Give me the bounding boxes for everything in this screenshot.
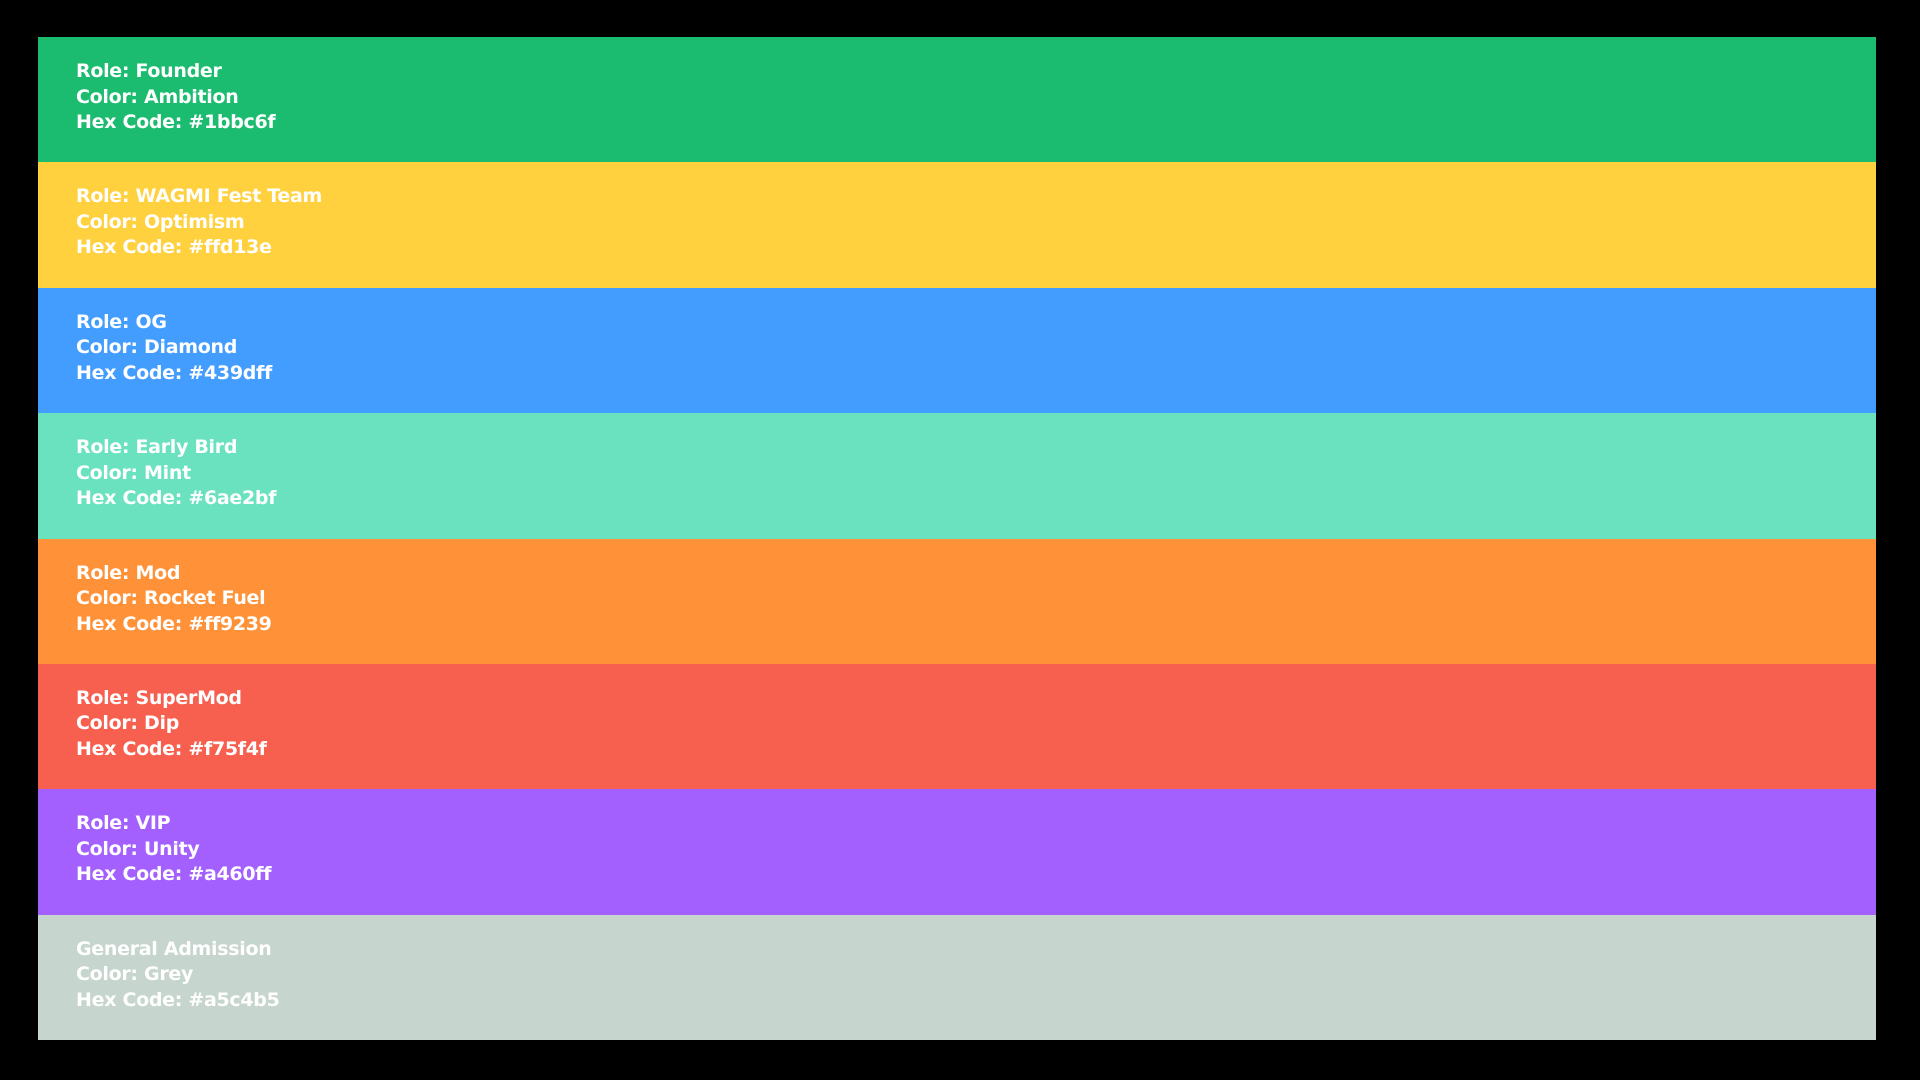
role-color-band: Role: VIP Color: Unity Hex Code: #a460ff [38, 789, 1876, 915]
role-color-band: Role: Mod Color: Rocket Fuel Hex Code: #ff… [38, 538, 1876, 664]
role-color-band: General Admission Color: Grey Hex Code: #a… [38, 914, 1876, 1040]
hex-code-label: Hex Code: #ff9239 [76, 612, 272, 635]
hex-code-label: Hex Code: #6ae2bf [76, 487, 277, 510]
role-label: Role: WAGMI Fest Team [76, 185, 323, 208]
color-name-label: Color: Ambition [76, 85, 239, 108]
hex-code-label: Hex Code: #439dff [76, 361, 272, 384]
role-color-band: Role: Early Bird Color: Mint Hex Code: #6a… [38, 413, 1876, 539]
hex-code-label: Hex Code: #f75f4f [76, 737, 267, 760]
color-name-label: Color: Rocket Fuel [76, 587, 266, 609]
color-name-label: Color: Diamond [76, 336, 238, 359]
color-name-label: Color: Mint [76, 461, 191, 484]
hex-code-label: Hex Code: #1bbc6f [76, 111, 276, 133]
role-label: General Admission [76, 937, 272, 960]
hex-code-label: Hex Code: #a460ff [76, 863, 272, 886]
role-label: Role: Early Bird [76, 436, 238, 459]
color-name-label: Color: Unity [76, 837, 200, 860]
role-label: Role: Mod [76, 561, 181, 584]
role-color-band: Role: Founder Color: Ambition Hex Code: #1… [38, 37, 1876, 163]
role-label: Role: Founder [76, 60, 222, 82]
color-name-label: Color: Grey [76, 963, 194, 986]
role-label: Role: OG [76, 310, 167, 333]
hex-code-label: Hex Code: #ffd13e [76, 236, 272, 259]
role-label: Role: VIP [76, 812, 171, 835]
color-name-label: Color: Dip [76, 712, 180, 735]
role-color-band: Role: WAGMI Fest Team Color: Optimism Hex … [38, 162, 1876, 288]
role-label: Role: SuperMod [76, 686, 242, 709]
hex-code-label: Hex Code: #a5c4b5 [76, 988, 280, 1011]
color-name-label: Color: Optimism [76, 210, 245, 233]
role-color-list: Role: Founder Color: Ambition Hex Code: #1… [38, 37, 1876, 1040]
role-color-band: Role: OG Color: Diamond Hex Code: #439dff [38, 287, 1876, 414]
role-color-band: Role: SuperMod Color: Dip Hex Code: #f75f4… [38, 663, 1876, 790]
